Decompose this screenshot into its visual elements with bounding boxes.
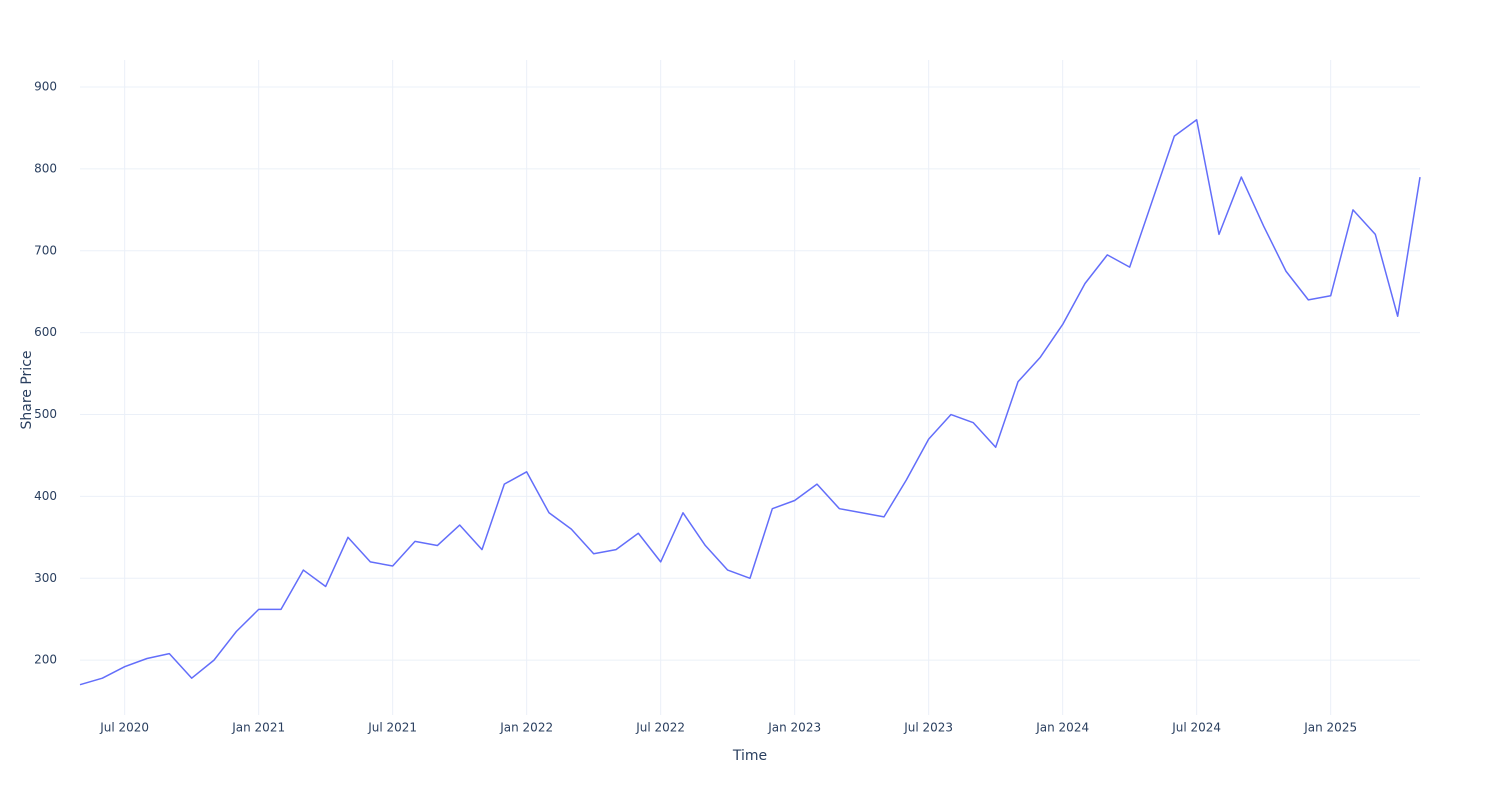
y-tick-label: 400: [34, 489, 57, 503]
x-tick-label: Jan 2024: [1035, 721, 1089, 735]
y-tick-label: 600: [34, 325, 57, 339]
y-axis-title: Share Price: [19, 350, 35, 429]
x-tick-label: Jul 2021: [367, 721, 417, 735]
x-tick-label: Jan 2025: [1303, 721, 1357, 735]
x-tick-label: Jul 2023: [903, 721, 953, 735]
x-tick-label: Jul 2020: [99, 721, 149, 735]
x-tick-label: Jan 2023: [767, 721, 821, 735]
y-tick-label: 700: [34, 243, 57, 257]
y-tick-label: 200: [34, 653, 57, 667]
y-tick-label: 800: [34, 161, 57, 175]
x-tick-label: Jul 2022: [635, 721, 685, 735]
y-tick-label: 500: [34, 407, 57, 421]
x-axis-title: Time: [732, 748, 767, 764]
x-tick-label: Jul 2024: [1171, 721, 1221, 735]
y-tick-label: 900: [34, 80, 57, 94]
y-tick-label: 300: [34, 571, 57, 585]
x-tick-label: Jan 2021: [231, 721, 285, 735]
x-tick-label: Jan 2022: [499, 721, 553, 735]
data-line: [79, 119, 1421, 686]
